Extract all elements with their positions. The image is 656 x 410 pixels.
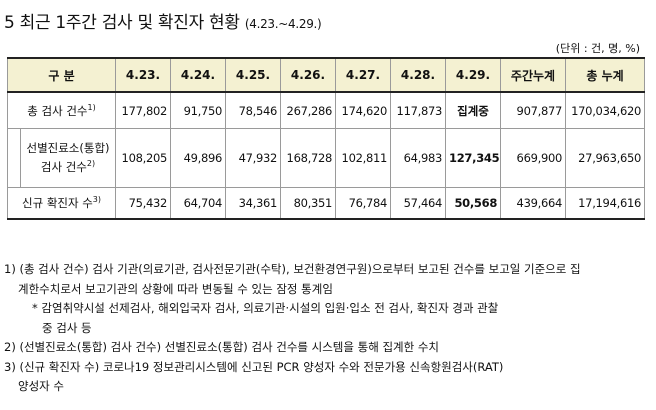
table-cell: 57,464 (390, 187, 447, 220)
footnotes: 1) (총 검사 건수) 검사 기관(의료기관, 검사전문기관(수탁), 보건환… (4, 260, 650, 397)
table-cell: 907,877 (500, 91, 567, 129)
footnote-1-cont: 계한수치로서 보고기관의 상황에 따라 변동될 수 있는 잠정 통계임 (18, 281, 333, 296)
table-header-row: 구 분 4.23. 4.24. 4.25. 4.26. 4.27. 4.28. … (6, 57, 646, 93)
table-cell: 76,784 (335, 187, 392, 220)
header-date: 4.26. (280, 57, 337, 93)
stats-table: 구 분 4.23. 4.24. 4.25. 4.26. 4.27. 4.28. … (6, 57, 646, 220)
table-cell: 47,932 (225, 128, 282, 188)
footnote-3-cont: 양성자 수 (18, 379, 64, 393)
table-row: 신규 확진자 수3) 75,432 64,704 34,361 80,351 7… (6, 187, 646, 220)
header-weekly-total: 주간누계 (500, 57, 567, 93)
header-date: 4.28. (390, 57, 447, 93)
table-cell: 168,728 (280, 128, 337, 188)
table-cell: 177,802 (115, 91, 172, 129)
header-date: 4.23. (115, 57, 172, 93)
row-label: 총 검사 건수1) (6, 91, 117, 129)
table-cell: 49,896 (170, 128, 227, 188)
table-cell: 91,750 (170, 91, 227, 129)
row-label: 선별진료소(통합) 검사 건수2) (19, 128, 117, 188)
table-cell: 78,546 (225, 91, 282, 129)
section-title: 5 최근 1주간 검사 및 확진자 현황 (4.23.~4.29.) (4, 8, 322, 33)
table-cell: 27,963,650 (565, 128, 646, 188)
table-cell: 127,345 (445, 128, 502, 188)
row-label: 신규 확진자 수3) (6, 187, 117, 220)
title-date-range: (4.23.~4.29.) (244, 17, 322, 31)
title-main: 5 최근 1주간 검사 및 확진자 현황 (4, 13, 240, 33)
table-cell: 108,205 (115, 128, 172, 188)
unit-label: (단위 : 건, 명, %) (555, 42, 640, 55)
footnote-1-sub-cont: 중 검사 등 (42, 320, 92, 335)
footnote-2: 2) (선별진료소(통합) 검사 건수) 선별진료소(통합) 검사 건수를 시스… (4, 340, 439, 354)
table-cell: 34,361 (225, 187, 282, 220)
indent-cell (7, 128, 21, 188)
table-cell: 80,351 (280, 187, 337, 220)
footnote-1-sub: * 감염취약시설 선제검사, 해외입국자 검사, 의료기관·시설의 입원·입소 … (32, 301, 499, 315)
table-cell: 170,034,620 (565, 91, 646, 129)
table-cell: 117,873 (390, 91, 447, 129)
header-date: 4.27. (335, 57, 392, 93)
table-cell: 174,620 (335, 91, 392, 129)
table-cell: 439,664 (500, 187, 567, 220)
footnote-1: 1) (총 검사 건수) 검사 기관(의료기관, 검사전문기관(수탁), 보건환… (4, 262, 581, 276)
header-date: 4.24. (170, 57, 227, 93)
header-date: 4.25. (225, 57, 282, 93)
table-cell: 267,286 (280, 91, 337, 129)
table-cell: 17,194,616 (565, 187, 646, 220)
table-cell: 64,704 (170, 187, 227, 220)
header-date: 4.29. (445, 57, 502, 93)
table-cell: 669,900 (500, 128, 567, 188)
header-grand-total: 총 누계 (565, 57, 646, 93)
header-category: 구 분 (6, 57, 117, 93)
footnote-3: 3) (신규 확진자 수) 코로나19 정보관리시스템에 신고된 PCR 양성자… (4, 359, 504, 374)
table-row: 총 검사 건수1) 177,802 91,750 78,546 267,286 … (6, 91, 646, 129)
table-cell: 75,432 (115, 187, 172, 220)
table-cell: 64,983 (390, 128, 447, 188)
table-cell: 102,811 (335, 128, 392, 188)
table-row: 선별진료소(통합) 검사 건수2) 108,205 49,896 47,932 … (7, 128, 646, 188)
table-cell: 50,568 (445, 187, 502, 220)
table-cell: 집계중 (445, 91, 502, 129)
